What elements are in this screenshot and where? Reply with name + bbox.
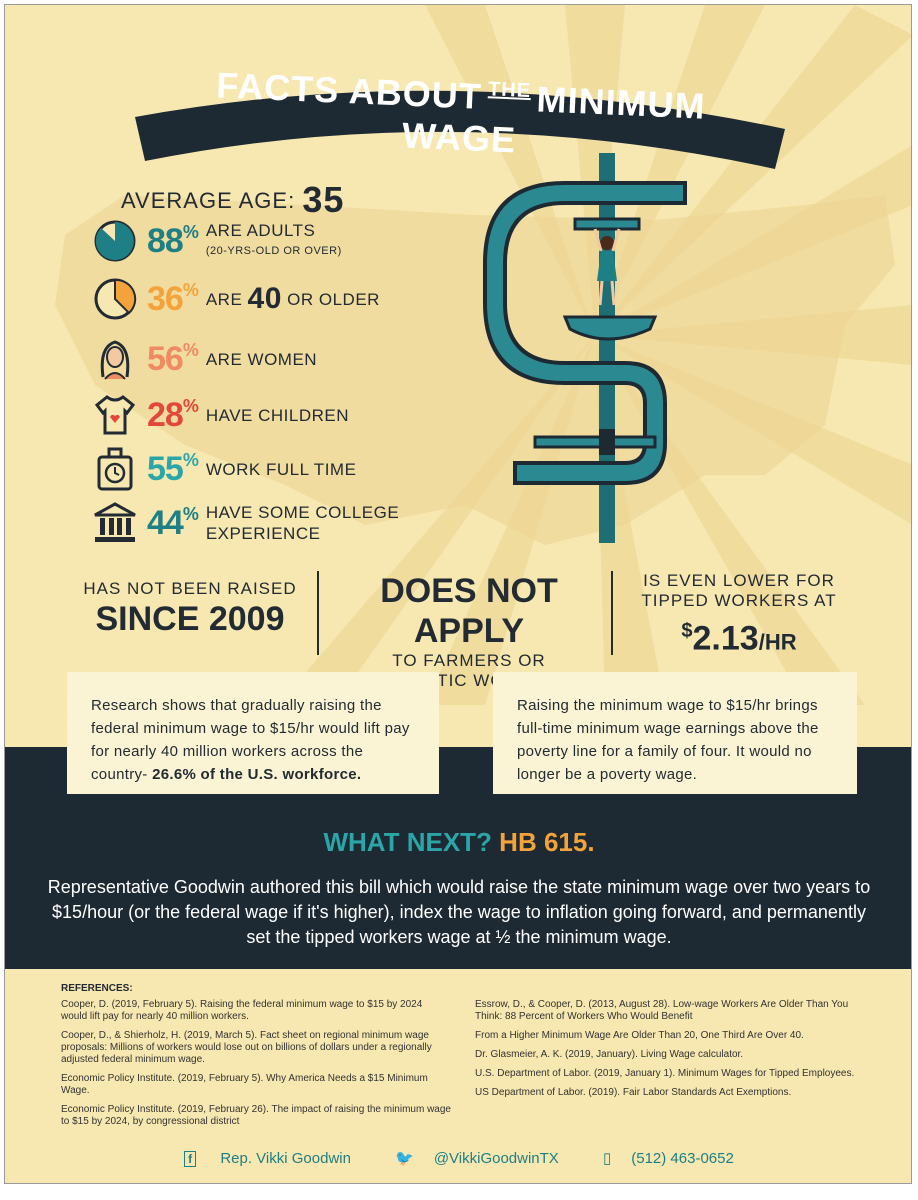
divider — [317, 571, 319, 655]
stat-label: WORK FULL TIME — [205, 459, 357, 479]
reference-item: U.S. Department of Labor. (2019, January… — [475, 1068, 855, 1079]
stat-adults: 88% ARE ADULTS (20-YRS-OLD OR OVER) — [93, 219, 342, 263]
stat-percent: 88% — [147, 221, 199, 260]
reference-item: Cooper, D., & Shierholz, H. (2019, March… — [61, 1030, 432, 1065]
references-title: REFERENCES: — [61, 983, 133, 994]
stat-label: HAVE SOME COLLEGE EXPERIENCE — [205, 503, 400, 543]
reference-item: From a Higher Minimum Wage Are Older Tha… — [475, 1030, 804, 1041]
stat-percent: 36% — [147, 279, 199, 318]
facebook-contact[interactable]: f Rep. Vikki Goodwin — [174, 1150, 361, 1167]
poverty-box: Raising the minimum wage to $15/hr bring… — [493, 672, 857, 794]
college-building-icon — [94, 502, 136, 542]
stat-percent: 44% — [147, 503, 199, 542]
average-age: AVERAGE AGE: 35 — [121, 179, 344, 221]
background-sunburst — [55, 5, 911, 705]
tipped-wage-value: $2.13/HR — [681, 619, 797, 658]
research-box: Research shows that gradually raising th… — [67, 672, 439, 794]
what-next-heading: WHAT NEXT? HB 615. — [323, 827, 595, 857]
fact-tipped-workers: IS EVEN LOWER FOR TIPPED WORKERS AT $2.1… — [619, 571, 859, 661]
infographic-page: FACTS ABOUT THE MINIMUM WAGE AVERAGE AGE: … — [4, 4, 912, 1184]
pie-chart-icon — [94, 220, 136, 262]
title-banner — [135, 90, 785, 169]
time-clock-icon — [97, 447, 133, 491]
woman-icon — [100, 340, 130, 380]
stat-label: ARE 40 OR OLDER — [205, 282, 380, 315]
divider — [611, 571, 613, 655]
stat-children: 28% HAVE CHILDREN — [93, 393, 349, 437]
twitter-contact[interactable]: 🐦 @VikkiGoodwinTX — [395, 1150, 559, 1167]
reference-item: Economic Policy Institute. (2019, Februa… — [61, 1104, 451, 1127]
stat-percent: 55% — [147, 449, 199, 488]
phone-icon: ▯ — [602, 1150, 612, 1167]
stat-full-time: 55% WORK FULL TIME — [93, 447, 356, 491]
onesie-icon — [94, 395, 136, 435]
reference-item: Economic Policy Institute. (2019, Februa… — [61, 1073, 428, 1096]
dollar-clamp-illustration — [483, 153, 687, 543]
reference-item: Essrow, D., & Cooper, D. (2013, August 2… — [475, 999, 849, 1022]
stat-40-or-older: 36% ARE 40 OR OLDER — [93, 277, 380, 321]
fact-not-raised: HAS NOT BEEN RAISED SINCE 2009 — [83, 579, 297, 638]
average-age-label: AVERAGE AGE: — [121, 188, 296, 213]
stat-label: ARE WOMEN — [205, 349, 318, 369]
references-left: Cooper, D. (2019, February 5). Raising t… — [61, 999, 451, 1135]
stat-label: ARE ADULTS (20-YRS-OLD OR OVER) — [205, 221, 342, 257]
pie-chart-icon — [94, 278, 137, 320]
reference-item: US Department of Labor. (2019). Fair Lab… — [475, 1087, 792, 1098]
stat-label: HAVE CHILDREN — [205, 405, 349, 425]
average-age-value: 35 — [302, 179, 345, 220]
stat-women: 56% ARE WOMEN — [93, 337, 317, 381]
facebook-icon: f — [184, 1151, 197, 1167]
fact-does-not-apply: DOES NOT APPLY TO FARMERS OR DOMESTIC WO… — [369, 572, 569, 690]
references-right: Essrow, D., & Cooper, D. (2013, August 2… — [475, 999, 875, 1106]
stat-percent: 56% — [147, 339, 199, 378]
reference-item: Dr. Glasmeier, A. K. (2019, January). Li… — [475, 1049, 744, 1060]
twitter-icon: 🐦 — [395, 1150, 414, 1167]
stat-college: 44% HAVE SOME COLLEGE EXPERIENCE — [93, 501, 399, 545]
phone-contact[interactable]: ▯ (512) 463-0652 — [602, 1150, 734, 1167]
contact-footer: f Rep. Vikki Goodwin 🐦 @VikkiGoodwinTX ▯(… — [5, 1149, 911, 1167]
bill-description: Representative Goodwin authored this bil… — [47, 877, 871, 947]
reference-item: Cooper, D. (2019, February 5). Raising t… — [61, 999, 423, 1022]
stat-percent: 28% — [147, 395, 199, 434]
